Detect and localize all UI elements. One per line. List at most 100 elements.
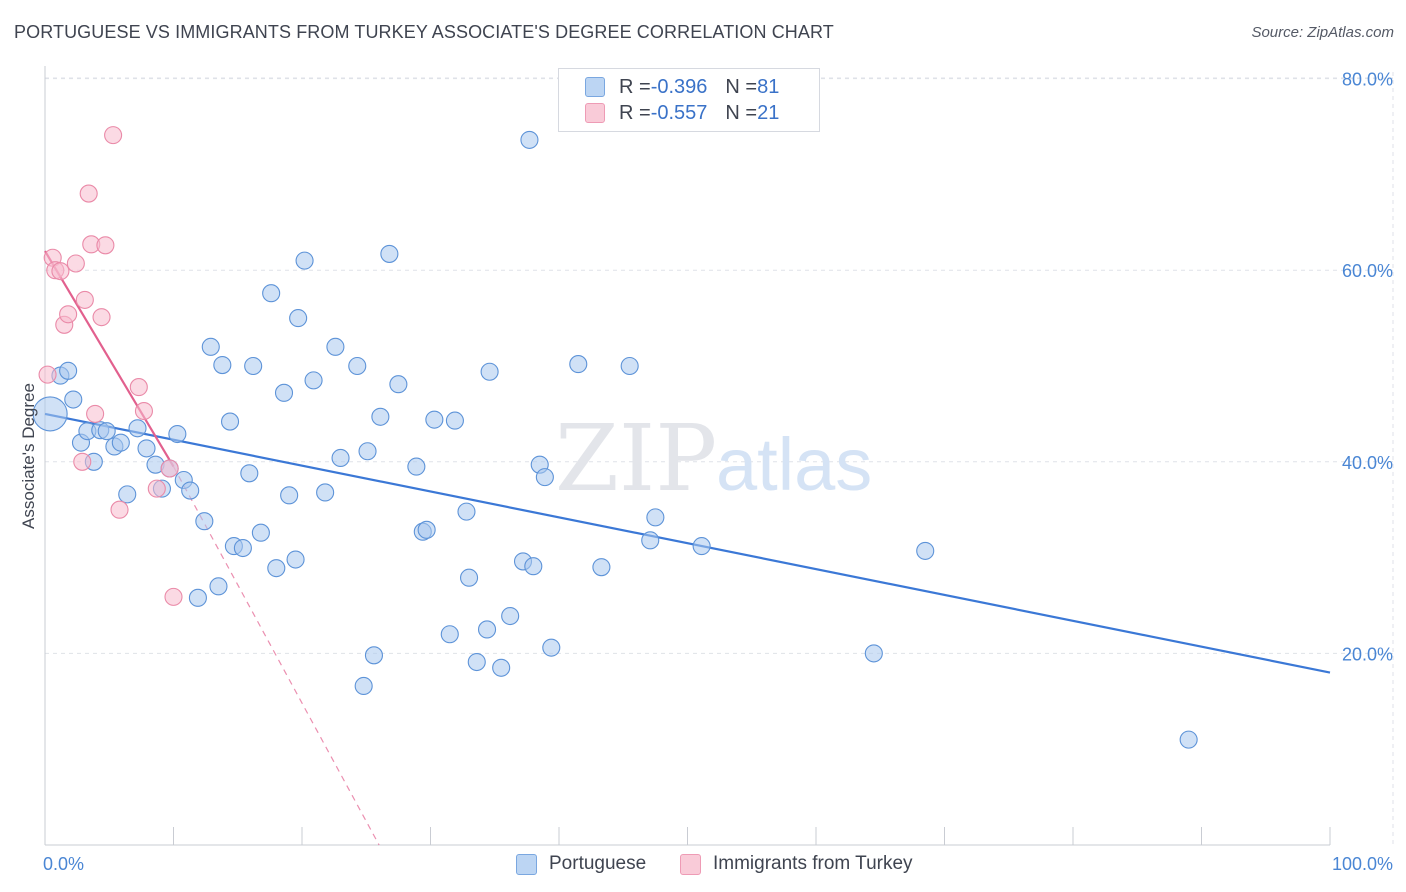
portuguese-point (620, 356, 639, 376)
turkey-point (79, 184, 98, 203)
legend-n-value: 21 (757, 101, 780, 124)
turkey-point (75, 290, 94, 309)
x-tick-label: 0.0% (43, 854, 84, 874)
legend-r-label: R = (619, 75, 651, 98)
portuguese-point (520, 130, 539, 149)
portuguese-point (262, 284, 281, 303)
portuguese-point (240, 464, 259, 483)
turkey-trend-extension (172, 466, 380, 846)
portuguese-point (32, 396, 68, 432)
portuguese-point (304, 371, 323, 390)
data-points (32, 126, 1198, 749)
bottom-legend-turkey[interactable]: Immigrants from Turkey (680, 852, 913, 876)
portuguese-point (213, 355, 232, 375)
portuguese-point (286, 550, 305, 569)
y-tick-labels: 20.0% 40.0% 60.0% 80.0% (1342, 70, 1393, 665)
portuguese-point (251, 523, 270, 542)
turkey-point (59, 305, 78, 324)
portuguese-point (380, 244, 399, 263)
x-tick-labels: 0.0% 100.0% (43, 854, 1393, 874)
legend-r-value: -0.396 (650, 75, 708, 98)
turkey-point (110, 500, 129, 519)
portuguese-trend-line (44, 412, 1331, 674)
legend-swatch-pink (585, 103, 605, 123)
portuguese-point (209, 577, 228, 596)
y-tick-label: 40.0% (1342, 453, 1393, 473)
portuguese-point (289, 309, 308, 328)
portuguese-point (97, 422, 116, 441)
portuguese-point (371, 407, 390, 426)
portuguese-point (692, 537, 711, 556)
portuguese-point (267, 559, 286, 578)
legend-r-value: -0.557 (650, 101, 708, 124)
legend-n-value: 81 (757, 75, 780, 98)
legend-label-portuguese: Portuguese (549, 853, 647, 874)
portuguese-point (569, 355, 588, 374)
x-tick-label: 100.0% (1332, 854, 1393, 874)
portuguese-point (316, 483, 335, 502)
portuguese-point (542, 638, 561, 657)
axes (44, 66, 1331, 846)
portuguese-point (331, 448, 350, 468)
legend-n-label: N = (725, 101, 758, 124)
portuguese-point (641, 531, 660, 550)
portuguese-point (274, 383, 294, 402)
turkey-point (134, 401, 153, 421)
portuguese-point (295, 251, 314, 270)
turkey-point (147, 479, 166, 498)
turkey-point (129, 378, 148, 397)
portuguese-point (477, 620, 497, 639)
legend-n-label: N = (725, 75, 758, 98)
portuguese-point (181, 481, 200, 500)
portuguese-point (137, 439, 156, 458)
portuguese-point (128, 419, 147, 438)
turkey-point (104, 126, 123, 145)
portuguese-point (280, 486, 299, 505)
portuguese-point (480, 362, 499, 381)
portuguese-point (188, 588, 207, 607)
y-tick-label: 80.0% (1342, 70, 1393, 90)
portuguese-point (440, 625, 459, 644)
legend-r-label: R = (619, 101, 651, 124)
chart-title: PORTUGUESE VS IMMIGRANTS FROM TURKEY ASS… (14, 22, 834, 42)
portuguese-point (1179, 730, 1198, 749)
legend-label-turkey: Immigrants from Turkey (713, 853, 913, 874)
legend-swatch-blue (585, 77, 605, 97)
portuguese-point (59, 361, 78, 380)
y-tick-label: 20.0% (1342, 644, 1393, 664)
turkey-point (96, 236, 115, 255)
portuguese-point (592, 558, 611, 577)
portuguese-point (201, 337, 220, 356)
portuguese-point (417, 520, 436, 539)
portuguese-point (524, 557, 543, 576)
portuguese-point (233, 538, 252, 558)
watermark-atlas: atlas (716, 423, 872, 506)
portuguese-point (407, 457, 426, 476)
bottom-legend-portuguese[interactable]: Portuguese (516, 852, 646, 876)
portuguese-point (445, 411, 464, 430)
portuguese-point (220, 412, 240, 431)
portuguese-point (492, 658, 511, 677)
portuguese-point (326, 337, 345, 356)
portuguese-point (111, 433, 130, 452)
portuguese-point (467, 652, 486, 672)
portuguese-point (195, 512, 214, 531)
portuguese-point (916, 541, 935, 560)
portuguese-point (459, 568, 479, 587)
portuguese-point (389, 375, 408, 394)
turkey-point (73, 452, 92, 471)
correlation-legend: R = -0.396 N = 81 R = -0.557 N = 21 (558, 68, 820, 132)
turkey-point (38, 365, 57, 384)
turkey-point (86, 404, 105, 423)
y-tick-label: 60.0% (1342, 261, 1393, 281)
portuguese-point (501, 606, 520, 626)
y-axis-label: Associate's Degree (19, 383, 38, 529)
turkey-point (160, 459, 179, 478)
portuguese-point (358, 442, 377, 461)
portuguese-point (244, 356, 263, 376)
legend-swatch-pink (680, 853, 701, 875)
portuguese-point (535, 468, 554, 487)
legend-swatch-blue (516, 853, 537, 875)
turkey-point (51, 262, 70, 281)
